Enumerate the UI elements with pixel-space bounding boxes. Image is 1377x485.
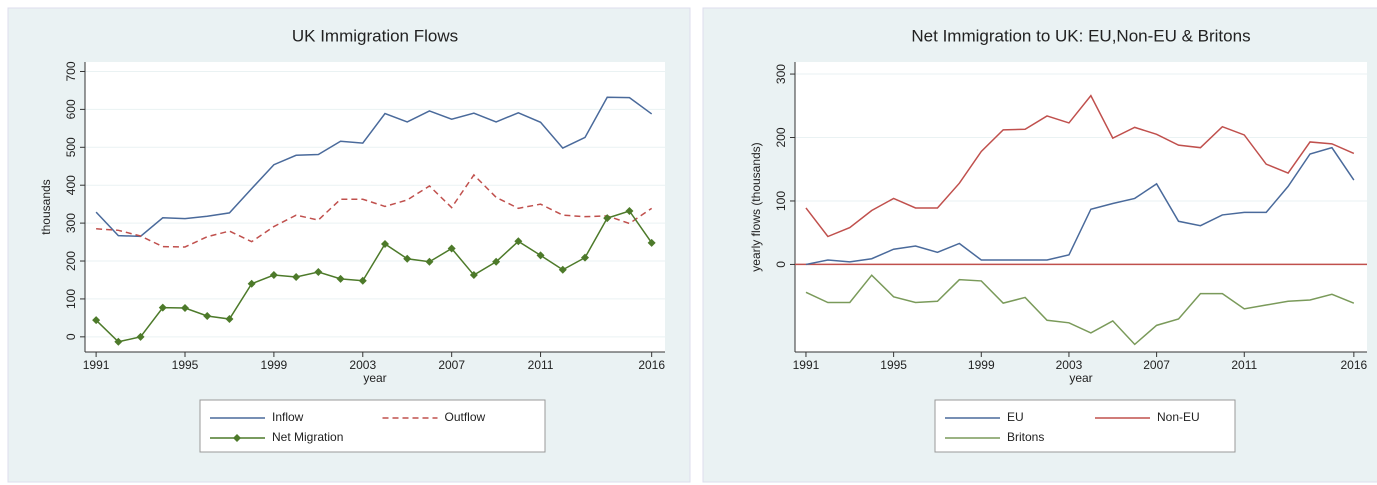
y-tick-label: 300: [774, 64, 788, 84]
point: [469, 271, 478, 280]
chart-title: UK Immigration Flows: [292, 26, 458, 45]
point: [625, 206, 634, 215]
x-tick-label: 1991: [793, 358, 820, 372]
x-tick-label: 2007: [1143, 358, 1170, 372]
series-line: [95, 96, 653, 238]
x-tick-label: 2011: [528, 358, 554, 372]
series-line: [805, 146, 1355, 266]
x-tick-label: 2003: [349, 358, 376, 372]
x-tick-label: 1999: [261, 358, 288, 372]
x-tick-label: 1991: [83, 358, 110, 372]
y-tick-label: 0: [774, 261, 788, 268]
x-tick-label: 2003: [1056, 358, 1083, 372]
y-tick-label: 600: [64, 99, 78, 119]
legend-label: Outflow: [445, 410, 486, 424]
point: [558, 265, 567, 274]
chart-title: Net Immigration to UK: EU,Non-EU & Brito…: [911, 26, 1250, 45]
point: [158, 303, 167, 312]
legend-label: Non-EU: [1157, 410, 1200, 424]
x-tick-label: 2011: [1231, 358, 1257, 372]
legend-label: Britons: [1007, 430, 1044, 444]
point: [247, 279, 256, 288]
point: [292, 272, 301, 281]
point: [647, 238, 656, 247]
point: [514, 237, 523, 246]
y-tick-label: 100: [774, 191, 788, 211]
legend-box: [199, 399, 546, 453]
y-axis-label: thousands: [39, 179, 53, 234]
point: [447, 244, 456, 253]
y-tick-label: 0: [64, 333, 78, 340]
x-tick-label: 1999: [968, 358, 995, 372]
series-line: [95, 210, 653, 343]
y-tick-label: 700: [64, 61, 78, 81]
point: [114, 337, 123, 346]
x-tick-label: 2007: [438, 358, 465, 372]
point: [181, 304, 189, 313]
point: [603, 214, 612, 223]
point: [136, 332, 145, 341]
y-tick-label: 500: [64, 137, 78, 157]
legend-label: Inflow: [272, 410, 304, 424]
point: [92, 316, 101, 325]
x-axis-label: year: [1069, 371, 1092, 385]
point: [581, 253, 589, 262]
point: [536, 251, 545, 260]
legend-label: EU: [1007, 410, 1024, 424]
point: [492, 257, 501, 266]
plot-area: [85, 62, 665, 352]
series-line: [805, 274, 1355, 346]
point: [381, 239, 389, 248]
point: [336, 274, 345, 283]
x-tick-label: 1995: [880, 358, 907, 372]
point: [403, 254, 412, 263]
y-tick-label: 200: [64, 251, 78, 271]
legend-label: Net Migration: [272, 430, 343, 444]
x-tick-label: 1995: [172, 358, 199, 372]
y-tick-label: 100: [64, 289, 78, 309]
series-line: [805, 94, 1355, 238]
point: [203, 311, 212, 320]
x-tick-label: 2016: [1340, 358, 1367, 372]
point: [358, 276, 367, 285]
legend-box: [934, 399, 1236, 453]
y-tick-label: 300: [64, 213, 78, 233]
x-tick-label: 2016: [638, 358, 665, 372]
x-axis-label: year: [363, 371, 386, 385]
legend-marker: [233, 434, 241, 442]
y-axis-label: yearly flows (thousands): [749, 142, 763, 271]
y-tick-label: 400: [64, 175, 78, 195]
point: [225, 315, 234, 324]
point: [269, 271, 278, 280]
plot-area: [795, 62, 1367, 352]
y-tick-label: 200: [774, 127, 788, 147]
point: [425, 257, 434, 266]
series-line: [96, 173, 653, 248]
point: [314, 268, 323, 277]
